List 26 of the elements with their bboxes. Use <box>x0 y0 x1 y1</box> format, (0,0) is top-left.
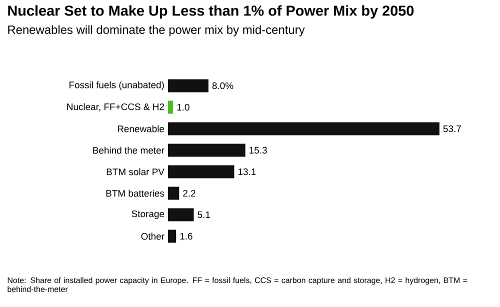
bar <box>168 79 208 92</box>
bar <box>168 165 234 178</box>
bar <box>168 144 246 157</box>
y-tick-label: BTM batteries <box>106 190 164 197</box>
y-tick-label: Other <box>141 232 164 240</box>
data-label: 8.0% <box>212 82 234 90</box>
data-label: 53.7 <box>443 125 461 132</box>
y-tick-label: Storage <box>132 210 164 220</box>
y-tick-label: Fossil fuels (unabated) <box>70 81 164 90</box>
bar <box>168 100 174 114</box>
data-label: 15.3 <box>250 146 267 154</box>
y-tick-label: Behind the meter <box>93 146 164 154</box>
data-label: 5.1 <box>198 211 210 218</box>
data-label: 13.1 <box>238 168 256 176</box>
bar <box>168 186 180 200</box>
y-tick-label: Renewable <box>118 125 164 132</box>
chart-subtitle: Renewables will dominate the power mix by mid-century <box>8 25 305 36</box>
chart-title: Nuclear Set to Make Up Less than 1% of Power Mix by 2050 <box>8 5 414 19</box>
y-tick-label: Nuclear, FF+CCS & H2 <box>67 103 164 112</box>
y-tick-label: BTM solar PV <box>106 168 164 176</box>
data-label: 1.6 <box>180 232 192 240</box>
data-label: 2.2 <box>183 190 196 197</box>
data-label: 1.0 <box>177 104 190 111</box>
bar <box>168 230 176 243</box>
bar <box>168 208 194 222</box>
bar <box>168 122 440 136</box>
